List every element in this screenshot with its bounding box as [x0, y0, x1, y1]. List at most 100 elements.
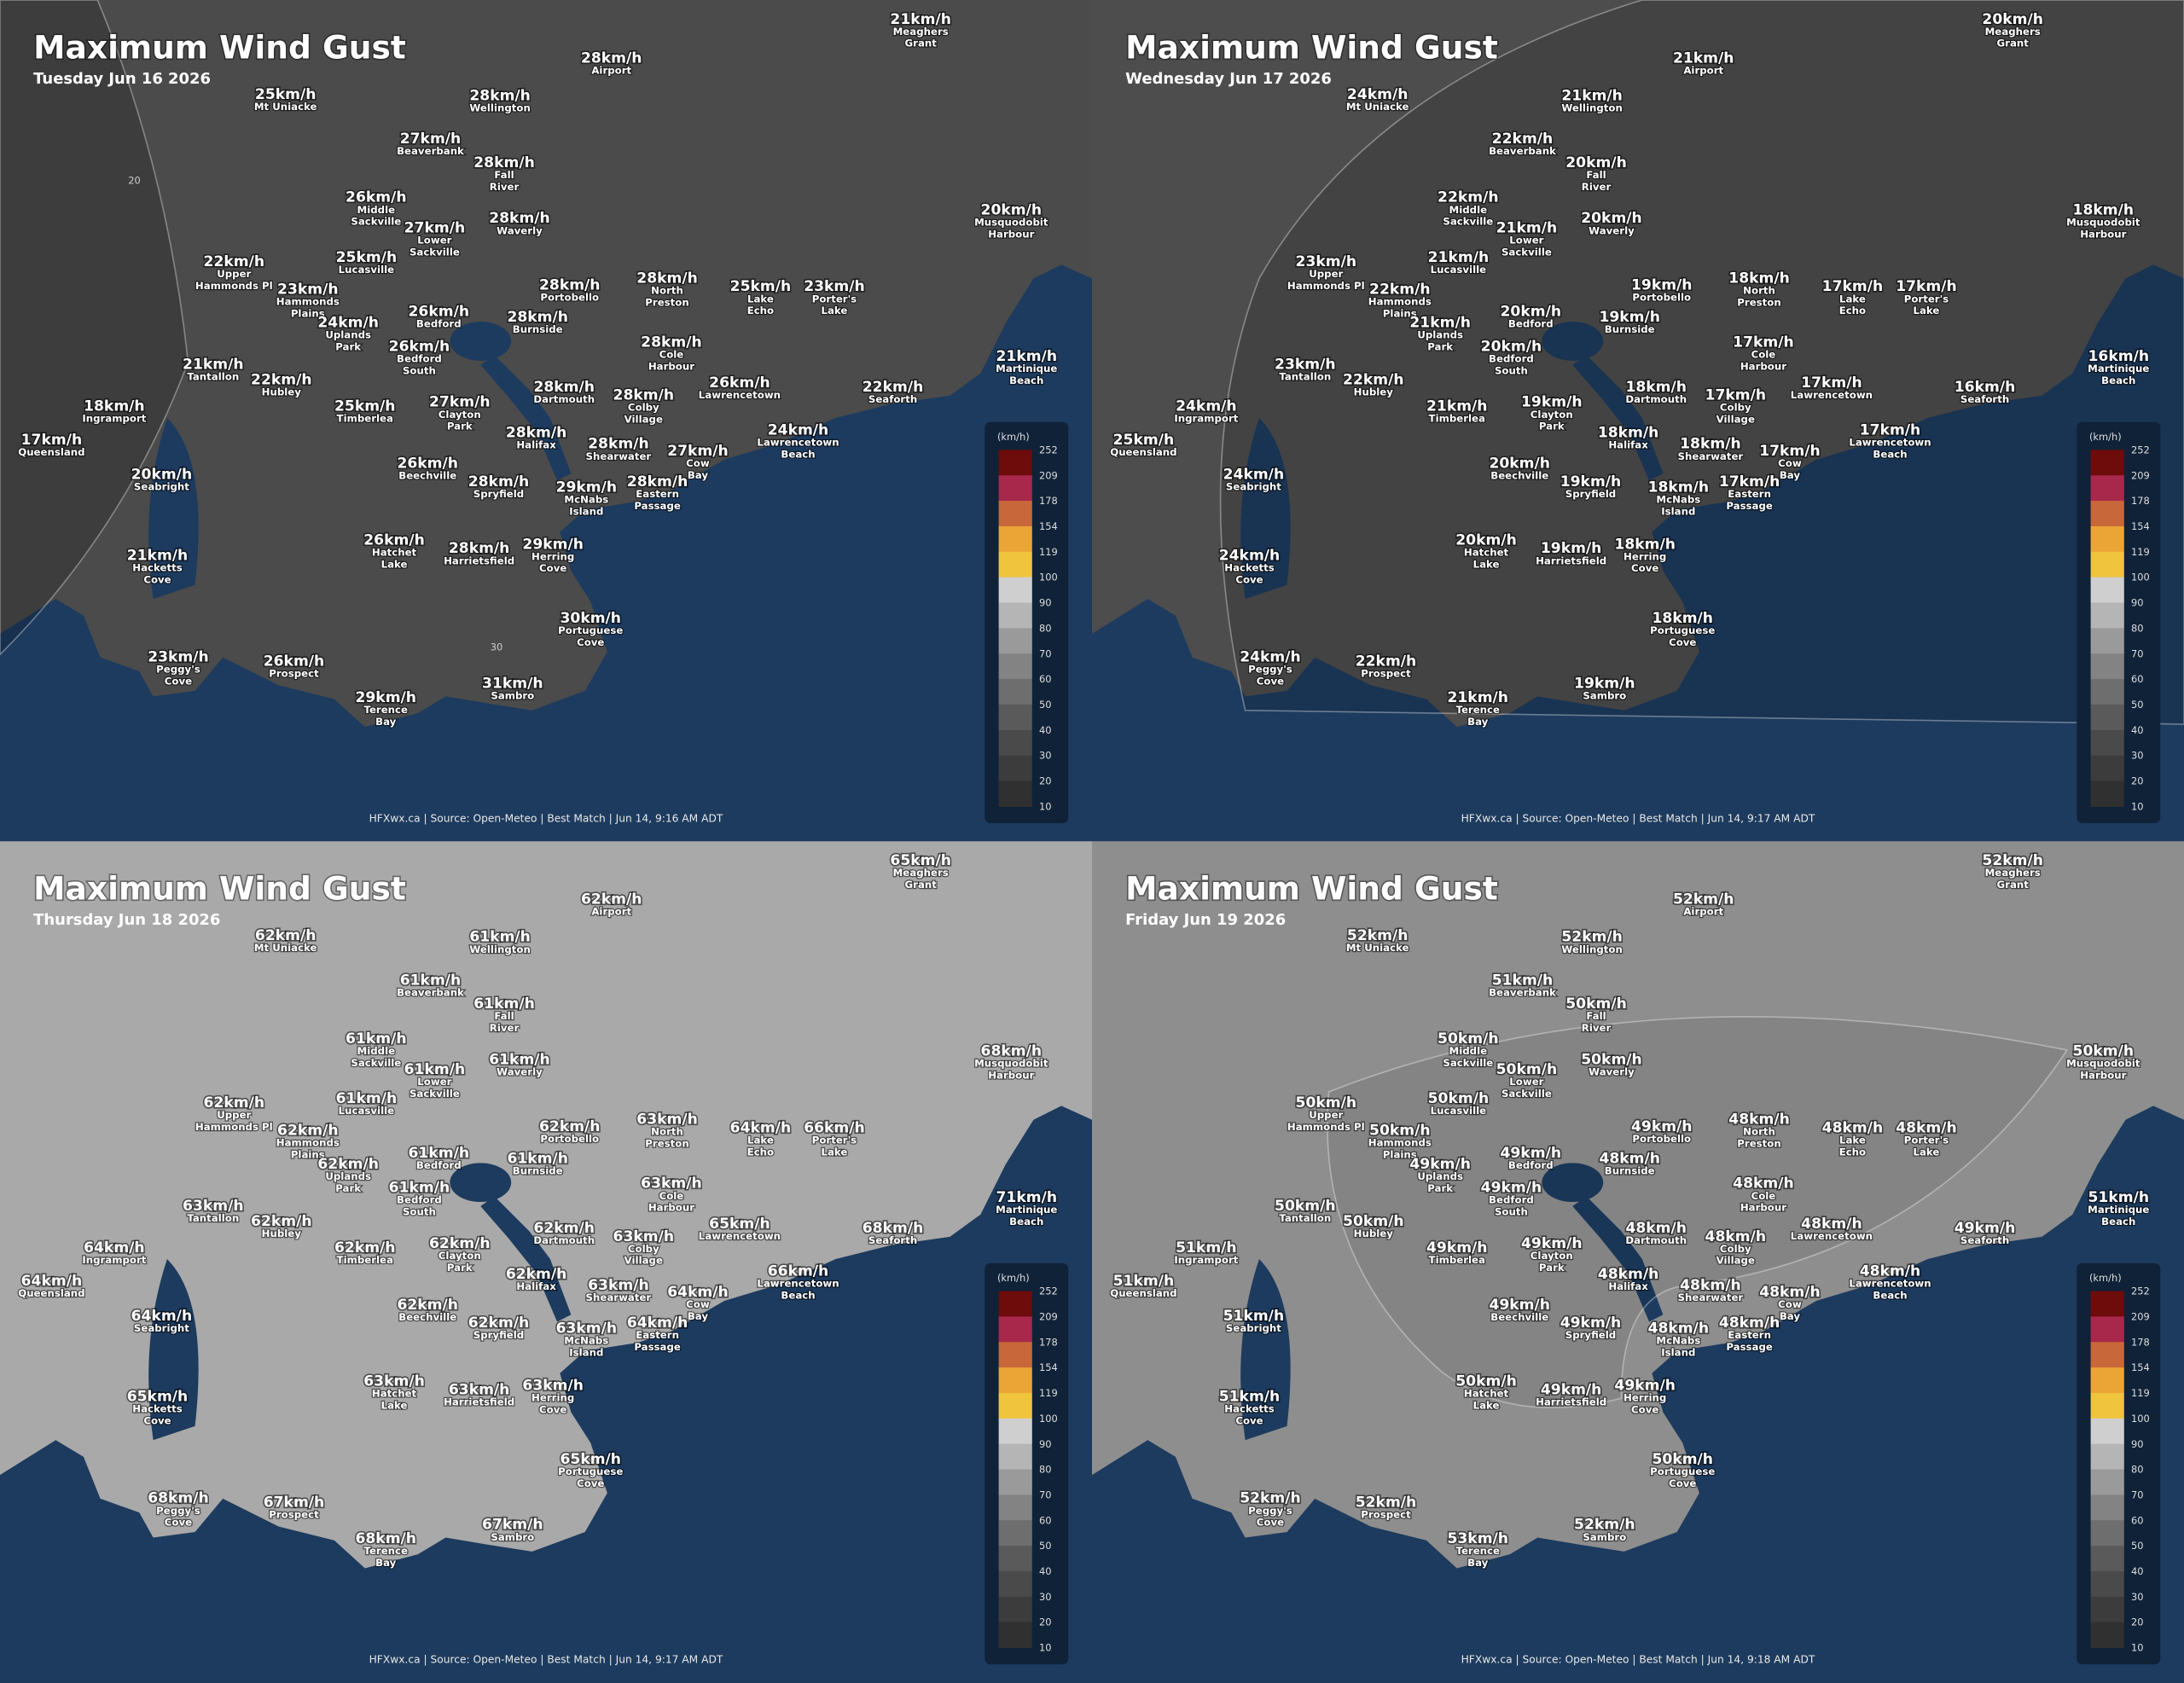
gust-value: 22km/h: [1438, 189, 1499, 206]
place-name: Beach: [781, 448, 815, 460]
gust-value: 22km/h: [1356, 653, 1417, 670]
place-name: Cove: [1669, 1477, 1696, 1489]
legend-tick: 252: [2131, 444, 2150, 456]
place-name: Tantallon: [1279, 371, 1331, 383]
gust-value: 67km/h: [482, 1517, 543, 1534]
legend-tick: 252: [1039, 1285, 1058, 1297]
gust-value: 49km/h: [1409, 1156, 1471, 1173]
place-name: Island: [569, 1346, 603, 1358]
date: Wednesday Jun 17 2026: [1125, 70, 1332, 88]
gust-value: 51km/h: [1223, 1308, 1285, 1325]
place-name: South: [403, 364, 436, 376]
gust-value: 26km/h: [264, 653, 325, 670]
place-name: Village: [1716, 414, 1755, 426]
gust-value: 18km/h: [1598, 425, 1659, 442]
wind-contour-region: [1219, 0, 2184, 725]
legend-tick: 40: [1039, 1565, 1052, 1577]
place-name: Middle: [1449, 204, 1488, 216]
place-name: Passage: [634, 1341, 681, 1353]
gust-value: 63km/h: [556, 1320, 618, 1338]
legend-tick: 90: [2131, 1438, 2144, 1450]
legend-swatch: [998, 551, 1032, 578]
place-name: Peggy's: [1248, 664, 1292, 676]
legend-swatch: [2090, 653, 2124, 680]
gust-value: 62km/h: [277, 1123, 339, 1140]
legend-swatch: [998, 1469, 1032, 1495]
place-name: Prospect: [269, 1509, 319, 1521]
place-name: Cove: [143, 573, 171, 585]
place-name: Clayton: [439, 409, 481, 421]
legend-swatch: [998, 729, 1032, 757]
place-name: Sackville: [351, 216, 401, 228]
place-name: North: [1743, 285, 1775, 297]
gust-value: 16km/h: [2088, 348, 2150, 365]
gust-value: 50km/h: [1275, 1198, 1336, 1215]
place-name: Ingramport: [1174, 413, 1238, 425]
place-name: Plains: [1383, 1149, 1417, 1161]
place-name: Cove: [1235, 1414, 1263, 1426]
gust-value: 18km/h: [1728, 270, 1790, 287]
legend-swatch: [2090, 704, 2124, 731]
gust-value: 20km/h: [1501, 304, 1562, 321]
place-name: Bay: [1780, 469, 1801, 481]
place-name: Beach: [1009, 1216, 1043, 1227]
place-name: Wellington: [1561, 102, 1622, 114]
gust-value: 27km/h: [429, 394, 491, 411]
gust-value: 27km/h: [400, 131, 462, 148]
place-name: Upper: [217, 268, 251, 280]
place-name: Mt Uniacke: [1346, 101, 1409, 113]
legend-swatch: [998, 577, 1032, 603]
legend-tick: 80: [1039, 1464, 1052, 1476]
place-name: Colby: [628, 402, 659, 414]
legend-tick: 178: [1039, 1336, 1058, 1348]
place-name: Timberlea: [337, 413, 393, 425]
gust-value: 17km/h: [1759, 443, 1821, 460]
legend-tick: 178: [2131, 1336, 2150, 1348]
gust-value: 52km/h: [1561, 929, 1623, 946]
legend-tick: 50: [1039, 699, 1052, 711]
gust-value: 63km/h: [641, 1175, 702, 1193]
place-name: Sackville: [1443, 1057, 1493, 1069]
legend-swatch: [2090, 525, 2124, 553]
place-name: Timberlea: [337, 1254, 393, 1266]
place-name: Wellington: [469, 102, 530, 114]
place-name: Harbour: [2080, 1070, 2126, 1082]
place-name: Tantallon: [1279, 1212, 1331, 1224]
place-name: Hammonds: [276, 1137, 340, 1149]
place-name: Lake: [381, 1400, 408, 1412]
gust-value: 23km/h: [1296, 253, 1357, 270]
harbour: [1572, 355, 1664, 481]
gust-value: 61km/h: [404, 1061, 466, 1078]
place-name: Spryfield: [473, 1329, 524, 1341]
legend-swatch: [2090, 501, 2124, 527]
gust-value: 67km/h: [264, 1494, 325, 1512]
place-name: Martinique: [996, 1204, 1057, 1216]
place-name: Spryfield: [1565, 1329, 1616, 1341]
gust-value: 62km/h: [334, 1239, 396, 1256]
place-name: Bay: [688, 1310, 709, 1322]
place-name: Sackville: [1502, 1088, 1552, 1100]
place-name: Cove: [1257, 675, 1284, 687]
contour-label: 20: [128, 175, 141, 187]
place-name: Spryfield: [1565, 488, 1616, 500]
place-name: Hammonds Pl: [1287, 280, 1365, 292]
gust-value: 22km/h: [1369, 281, 1431, 299]
legend-tick: 20: [2131, 775, 2144, 787]
legend-tick: 70: [2131, 1489, 2144, 1500]
gust-value: 21km/h: [1496, 220, 1558, 237]
legend-tick: 209: [1039, 1310, 1058, 1322]
legend: (km/h) 252 209 178 154 119 100 90 80 70 60 50 40 30 20…: [985, 421, 1069, 823]
gust-value: 63km/h: [636, 1111, 698, 1129]
gust-value: 26km/h: [389, 338, 450, 355]
gust-value: 49km/h: [1560, 1314, 1622, 1332]
place-name: Peggy's: [1248, 1505, 1292, 1517]
place-name: Harrietsfield: [1536, 554, 1606, 566]
gust-value: 21km/h: [1561, 88, 1623, 105]
gust-value: 48km/h: [1680, 1277, 1741, 1294]
place-name: Beach: [2101, 1216, 2135, 1227]
gust-value: 17km/h: [1860, 421, 1921, 438]
place-name: Waverly: [497, 224, 543, 236]
place-name: Portobello: [1632, 292, 1691, 304]
legend-swatch: [998, 475, 1032, 502]
